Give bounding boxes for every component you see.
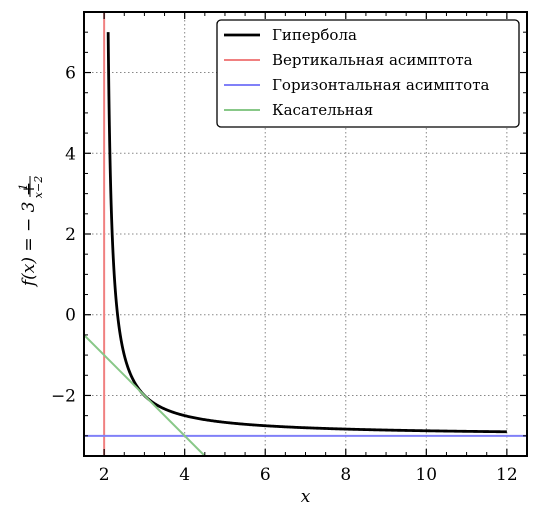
- y-tick-label: 4: [65, 144, 76, 164]
- x-tick-label: 8: [340, 465, 351, 485]
- x-tick-label: 10: [415, 465, 437, 485]
- series-layer: [84, 12, 527, 456]
- axis-ticks: 2 4 6 8 10 12 −2 0 2 4 6: [51, 12, 527, 485]
- svg-text:1: 1: [17, 184, 30, 191]
- y-tick-label: 6: [65, 64, 76, 84]
- x-tick-label: 2: [99, 465, 110, 485]
- x-tick-label: 6: [260, 465, 271, 485]
- legend-label-2: Вертикальная асимптота: [272, 51, 473, 69]
- legend-label-4: Касательная: [272, 101, 373, 119]
- legend-box: [216, 19, 520, 128]
- svg-text:f(x) = − 3 +: f(x) = − 3 +: [19, 182, 39, 288]
- y-tick-label: 2: [65, 225, 76, 245]
- legend-label-3: Горизонтальная асимптота: [272, 76, 490, 94]
- y-axis-label: f(x) = − 3 + 1 x−2: [17, 176, 45, 288]
- series-1-line: [106, 30, 507, 434]
- x-axis-label: x: [301, 487, 311, 507]
- svg-text:x−2: x−2: [32, 176, 45, 198]
- series-4-line: [84, 334, 206, 456]
- y-tick-label: 0: [65, 306, 76, 326]
- x-tick-label: 12: [496, 465, 518, 485]
- legend: Гипербола Вертикальная асимптота Горизонта…: [216, 19, 520, 128]
- y-tick-label: −2: [51, 386, 76, 406]
- legend-label-1: Гипербола: [272, 26, 357, 44]
- x-tick-label: 4: [179, 465, 190, 485]
